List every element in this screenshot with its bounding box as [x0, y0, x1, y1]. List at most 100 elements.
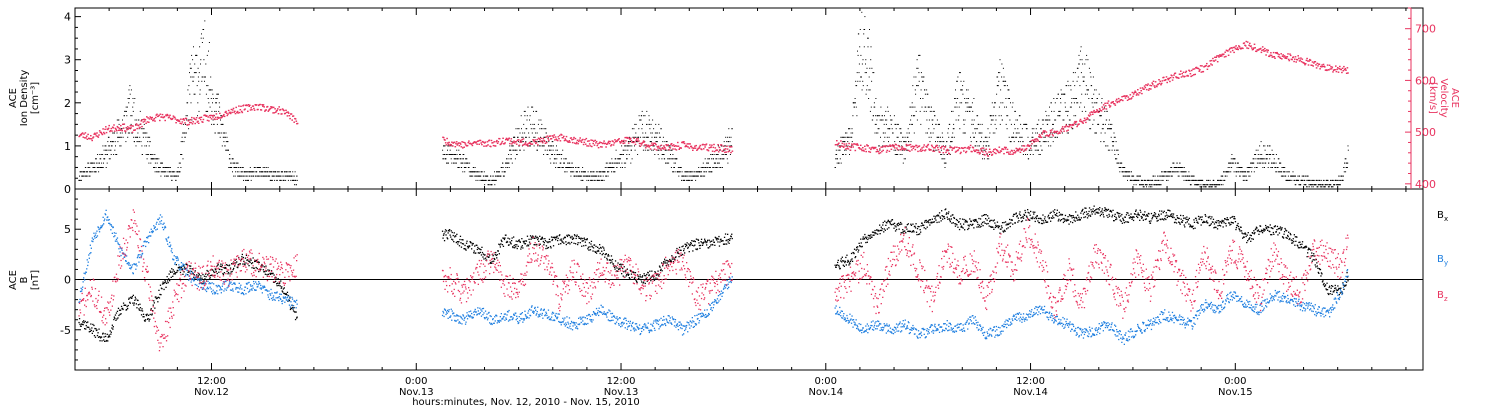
velocity-point [151, 116, 153, 119]
density-point [858, 72, 860, 74]
density-point [88, 175, 90, 177]
density-point [1315, 184, 1317, 186]
velocity-point [623, 139, 625, 142]
density-point [626, 158, 627, 160]
density-point [1117, 149, 1119, 151]
velocity-point [711, 150, 714, 152]
density-point [1163, 175, 1165, 177]
density-point [844, 149, 846, 151]
density-point [248, 171, 250, 173]
density-point [478, 171, 480, 173]
density-point [162, 162, 163, 164]
density-point [1112, 141, 1114, 143]
velocity-point [519, 141, 521, 143]
density-point [720, 158, 722, 160]
density-point [1156, 184, 1158, 186]
velocity-point [495, 141, 497, 143]
density-point [533, 110, 534, 112]
density-point [982, 158, 983, 160]
velocity-point [199, 118, 202, 121]
velocity-point [1118, 101, 1121, 103]
velocity-point [846, 147, 848, 150]
velocity-point [486, 141, 489, 143]
density-point [156, 162, 158, 164]
velocity-point [1305, 59, 1308, 62]
density-point [1276, 171, 1278, 173]
density-point [875, 115, 877, 117]
density-point [664, 141, 666, 143]
density-point [845, 132, 846, 134]
density-point [1236, 167, 1238, 168]
velocity-point [1158, 79, 1160, 81]
density-point [1267, 167, 1269, 168]
density-point [1168, 175, 1170, 177]
density-point [149, 136, 151, 138]
density-point [1117, 154, 1119, 155]
velocity-point [1044, 130, 1046, 132]
velocity-point [939, 151, 941, 153]
density-point [211, 110, 213, 112]
density-point [955, 89, 956, 91]
velocity-point [561, 134, 563, 136]
density-point [531, 141, 533, 143]
density-point [887, 128, 889, 130]
velocity-point [879, 152, 882, 154]
density-point [556, 154, 558, 155]
density-point [1303, 175, 1305, 177]
density-point [1193, 179, 1195, 181]
density-point [447, 145, 449, 147]
bx-point [114, 314, 117, 316]
density-point [1327, 184, 1329, 186]
density-point [623, 154, 624, 155]
density-point [964, 119, 966, 121]
density-point [916, 59, 918, 61]
density-point [971, 102, 973, 104]
velocity-point [1303, 62, 1306, 64]
density-point [1170, 175, 1172, 177]
velocity-point [543, 139, 545, 142]
velocity-point [1233, 46, 1236, 48]
density-point [490, 175, 492, 177]
density-point [250, 171, 252, 173]
density-point [463, 158, 464, 160]
velocity-point [501, 140, 504, 143]
density-point [1060, 89, 1062, 91]
density-point [890, 123, 892, 125]
velocity-point [1033, 141, 1035, 143]
density-point [836, 154, 838, 155]
density-point [235, 167, 237, 168]
density-point [1146, 186, 1147, 188]
velocity-point [1287, 53, 1289, 55]
velocity-point [566, 140, 568, 142]
velocity-point [1221, 55, 1223, 57]
density-point [1314, 179, 1316, 181]
velocity-point [1200, 71, 1203, 73]
density-point [190, 76, 192, 78]
bx-point [103, 339, 105, 341]
density-point [1249, 175, 1251, 177]
density-point [271, 171, 273, 173]
density-point [602, 179, 604, 181]
velocity-point [672, 144, 675, 146]
density-point [1058, 110, 1060, 112]
density-point [544, 149, 546, 151]
velocity-point [546, 135, 549, 137]
density-point [1127, 179, 1128, 181]
density-point [1106, 110, 1108, 112]
density-point [1135, 184, 1137, 186]
density-point [183, 123, 185, 125]
density-point [111, 141, 113, 143]
density-point [527, 106, 529, 108]
velocity-point [1172, 76, 1175, 79]
b-axis-label: ACE B [nT] [8, 270, 41, 290]
velocity-point [532, 139, 534, 141]
density-point [216, 93, 218, 95]
density-point [879, 115, 881, 117]
velocity-point [238, 105, 240, 107]
density-point [1082, 63, 1084, 65]
density-point [980, 141, 982, 143]
density-point [1154, 184, 1155, 186]
density-point [593, 171, 595, 173]
density-point [659, 136, 661, 138]
velocity-point [638, 142, 641, 145]
